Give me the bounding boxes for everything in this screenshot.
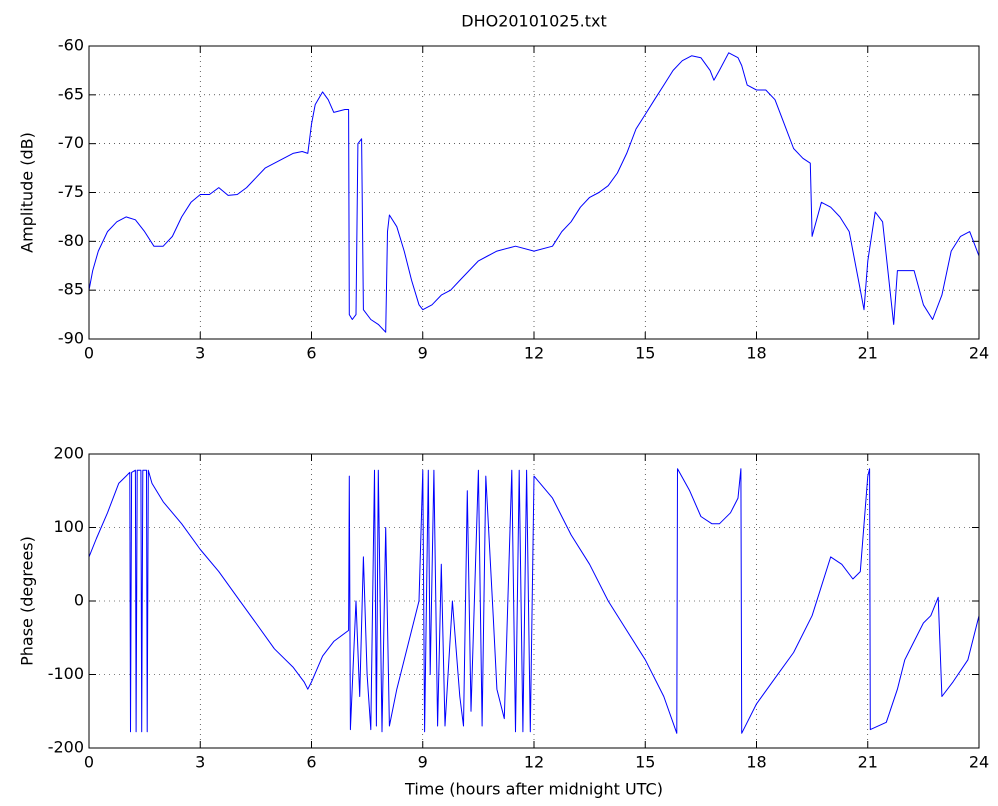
y-tick-label: -90 [58,329,84,348]
chart-title: DHO20101025.txt [461,12,606,31]
plot-frame [88,453,980,749]
y-axis-label: Phase (degrees) [18,536,37,666]
x-tick-label: 21 [858,753,878,772]
x-tick-label: 12 [524,753,544,772]
x-tick-label: 24 [969,753,989,772]
x-tick-label: 3 [195,753,205,772]
y-tick-label: 100 [53,517,84,536]
y-tick-label: -85 [58,280,84,299]
x-tick-label: 24 [969,344,989,363]
y-tick-label: -60 [58,36,84,55]
y-tick-label: -80 [58,231,84,250]
y-tick-label: -65 [58,84,84,103]
x-tick-label: 9 [418,344,428,363]
y-tick-label: 0 [74,591,84,610]
x-tick-label: 6 [306,344,316,363]
x-axis-label: Time (hours after midnight UTC) [404,780,663,799]
x-tick-label: 18 [746,753,766,772]
x-tick-label: 6 [306,753,316,772]
x-tick-label: 15 [635,753,655,772]
x-tick-label: 15 [635,344,655,363]
x-tick-label: 0 [84,344,94,363]
y-axis-label: Amplitude (dB) [18,132,37,253]
data-line [88,468,980,734]
y-tick-label: -100 [48,664,84,683]
plot-frame [88,45,980,340]
y-tick-label: 200 [53,444,84,463]
x-tick-label: 3 [195,344,205,363]
x-tick-label: 18 [746,344,766,363]
x-tick-label: 9 [418,753,428,772]
x-tick-label: 0 [84,753,94,772]
x-tick-label: 21 [858,344,878,363]
data-line [88,52,980,333]
y-tick-label: -75 [58,182,84,201]
x-tick-label: 12 [524,344,544,363]
y-tick-label: -200 [48,738,84,757]
y-tick-label: -70 [58,133,84,152]
